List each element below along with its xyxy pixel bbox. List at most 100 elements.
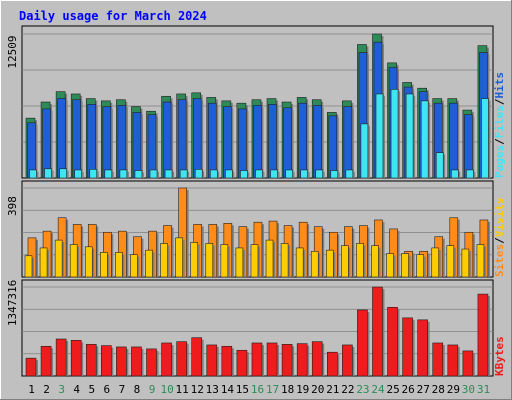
bar-pages-1 [29, 169, 39, 179]
bar-files-7-body [117, 105, 127, 179]
bar-visits-8 [130, 254, 140, 278]
bar-kbytes-27 [417, 319, 430, 377]
bar-pages-9 [149, 169, 160, 179]
bar-pages-25-body [390, 89, 399, 179]
bar-pages-15-body [240, 170, 248, 179]
bar-kbytes-24-body [372, 286, 383, 377]
bar-kbytes-16-body [251, 342, 263, 377]
bar-visits-24 [371, 245, 381, 278]
bar-pages-20 [315, 169, 325, 179]
x-tick-label: 31 [477, 383, 490, 396]
bar-pages-13 [209, 169, 220, 179]
x-tick-label: 28 [432, 383, 445, 396]
bar-files-3 [57, 98, 68, 179]
x-tick-label: 27 [417, 383, 430, 396]
bar-kbytes-7-body [116, 346, 127, 377]
bar-kbytes-6-body [101, 345, 112, 377]
bar-files-16 [253, 105, 264, 179]
x-tick-label: 6 [104, 383, 111, 396]
x-tick-label: 19 [296, 383, 309, 396]
bar-kbytes-28 [432, 342, 445, 377]
bar-visits-17-body [265, 239, 274, 278]
x-tick-label: 8 [134, 383, 141, 396]
bar-pages-11 [179, 169, 190, 179]
bar-visits-9 [145, 249, 155, 278]
bar-pages-14-body [225, 169, 233, 179]
bar-kbytes-1-body [25, 357, 37, 377]
bar-pages-21 [330, 170, 340, 179]
panel-top-legend: Pages/Files/Hits [493, 72, 506, 178]
bar-files-18 [283, 107, 294, 179]
x-tick-label: 12 [191, 383, 204, 396]
bar-kbytes-26 [402, 317, 415, 377]
bar-pages-3 [59, 168, 69, 179]
x-tick-label: 3 [58, 383, 65, 396]
bar-kbytes-17 [266, 342, 280, 377]
bar-kbytes-22-body [342, 344, 353, 377]
bar-kbytes-2-body [40, 345, 52, 377]
bar-pages-9-body [149, 169, 158, 179]
bar-pages-27 [420, 100, 431, 179]
bar-visits-6 [100, 252, 110, 278]
bar-kbytes-28-body [432, 342, 444, 377]
bar-files-20 [313, 105, 324, 179]
bar-kbytes-6 [101, 345, 114, 377]
bar-visits-13 [205, 243, 215, 278]
bar-kbytes-30-body [462, 350, 474, 377]
bar-pages-5-body [89, 169, 98, 179]
bar-visits-9-body [145, 249, 153, 278]
bar-pages-4-body [74, 169, 82, 179]
bar-files-14 [223, 106, 234, 179]
bar-pages-16-body [255, 169, 263, 179]
bar-kbytes-1 [25, 357, 38, 377]
bar-visits-1-body [24, 255, 33, 278]
bar-files-13 [207, 102, 219, 179]
bar-pages-22-body [345, 169, 354, 179]
bar-kbytes-20 [311, 341, 325, 377]
bar-pages-12-body [194, 169, 203, 179]
x-tick-label: 11 [176, 383, 189, 396]
bar-files-10 [162, 101, 174, 179]
bar-files-18-body [283, 107, 292, 179]
bar-files-11 [177, 99, 189, 179]
bar-kbytes-8-body [131, 346, 142, 377]
bar-visits-14-body [220, 244, 229, 278]
bar-pages-11-body [179, 169, 188, 179]
bar-kbytes-31 [477, 293, 490, 377]
bar-visits-29-body [446, 245, 455, 278]
panel-bot-max-label: 1347316 [6, 280, 19, 326]
bar-kbytes-10 [161, 342, 174, 377]
bar-kbytes-26-body [402, 317, 413, 377]
x-tick-label: 17 [266, 383, 279, 396]
bar-visits-10-body [160, 243, 168, 278]
bar-kbytes-4-body [70, 340, 82, 377]
bar-kbytes-14 [221, 345, 234, 377]
bar-kbytes-5 [85, 343, 99, 377]
bar-kbytes-18 [281, 343, 295, 377]
bar-pages-24-body [375, 93, 384, 179]
x-tick-label: 18 [281, 383, 294, 396]
bar-files-11-body [177, 99, 187, 179]
bar-visits-19-body [295, 247, 304, 278]
legend-visits: Visits [493, 198, 506, 238]
bar-visits-21 [325, 249, 336, 278]
bar-visits-6-body [100, 252, 108, 278]
bar-kbytes-4 [70, 340, 84, 377]
bar-visits-29 [446, 245, 456, 278]
bar-kbytes-3-body [55, 338, 67, 377]
x-tick-label: 30 [462, 383, 475, 396]
bar-pages-12 [194, 169, 205, 179]
bar-visits-3 [54, 239, 65, 278]
bar-files-30-body [464, 114, 473, 179]
x-tick-label: 26 [402, 383, 415, 396]
bar-pages-7-body [119, 169, 128, 179]
bar-visits-24-body [371, 245, 379, 278]
legend-kbytes: KBytes [493, 336, 506, 376]
x-tick-label: 29 [447, 383, 460, 396]
panel-mid-max-label: 398 [6, 196, 19, 216]
bar-pages-30-body [466, 169, 474, 179]
bar-kbytes-12-body [191, 337, 203, 377]
x-tick-label: 16 [251, 383, 264, 396]
x-tick-label: 21 [326, 383, 339, 396]
